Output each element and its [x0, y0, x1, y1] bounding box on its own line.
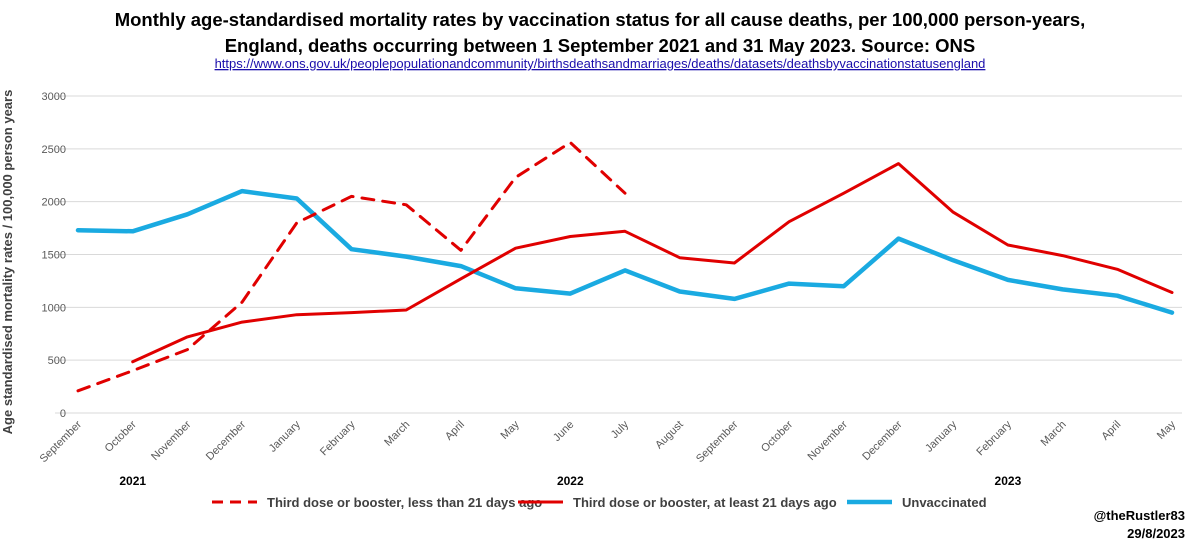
- y-tick-2000: 2000: [42, 197, 66, 209]
- x-tick-3: December: [204, 418, 249, 463]
- year-label-2021: 2021: [119, 474, 146, 488]
- x-tick-12: September: [694, 418, 741, 465]
- legend-label-0: Third dose or booster, less than 21 days…: [267, 495, 542, 510]
- x-tick-4: January: [267, 418, 304, 455]
- credit-date: 29/8/2023: [1127, 526, 1185, 541]
- x-tick-labels: September October November December January F…: [38, 418, 1179, 465]
- x-tick-15: December: [860, 418, 905, 463]
- x-tick-8: May: [499, 418, 523, 442]
- source-url-link[interactable]: https://www.ons.gov.uk/peoplepopulationa…: [215, 56, 986, 71]
- x-tick-6: March: [382, 419, 412, 449]
- year-labels: 2021 2022 2023: [119, 474, 1021, 488]
- x-tick-18: March: [1039, 419, 1069, 449]
- y-tick-500: 500: [48, 355, 66, 367]
- x-tick-14: November: [806, 418, 851, 463]
- x-tick-9: June: [551, 419, 576, 444]
- x-tick-20: May: [1155, 418, 1179, 442]
- x-tick-17: February: [974, 418, 1014, 458]
- x-tick-13: October: [759, 418, 795, 454]
- series-lines: [75, 141, 1175, 393]
- y-tick-1500: 1500: [42, 250, 66, 262]
- x-tick-7: April: [443, 419, 467, 443]
- legend: Third dose or booster, less than 21 days…: [212, 495, 987, 510]
- year-label-2023: 2023: [995, 474, 1022, 488]
- chart-title-line-1: Monthly age-standardised mortality rates…: [115, 9, 1086, 30]
- x-tick-10: July: [609, 418, 632, 441]
- series-line-0: [76, 141, 627, 393]
- series-line-2: [75, 188, 1175, 315]
- x-tick-16: January: [923, 418, 960, 455]
- y-tick-3000: 3000: [42, 91, 66, 103]
- x-tick-19: April: [1099, 419, 1123, 443]
- x-tick-0: September: [38, 418, 85, 465]
- y-axis-label: Age standardised mortality rates / 100,0…: [0, 90, 15, 435]
- y-tick-2500: 2500: [42, 144, 66, 156]
- legend-label-1: Third dose or booster, at least 21 days …: [573, 495, 837, 510]
- credit-handle: @theRustler83: [1094, 508, 1185, 523]
- y-gridlines: [55, 95, 1182, 414]
- y-tick-1000: 1000: [42, 302, 66, 314]
- chart-title-line-2: England, deaths occurring between 1 Sept…: [225, 35, 976, 56]
- year-label-2022: 2022: [557, 474, 584, 488]
- y-tick-labels: 0 500 1000 1500 2000 2500 3000: [42, 91, 66, 420]
- legend-label-2: Unvaccinated: [902, 495, 987, 510]
- x-tick-11: August: [653, 419, 686, 452]
- x-tick-2: November: [149, 418, 194, 463]
- x-tick-5: February: [318, 418, 358, 458]
- series-line-1: [131, 162, 1174, 364]
- y-tick-0: 0: [60, 408, 66, 420]
- x-tick-1: October: [103, 418, 139, 454]
